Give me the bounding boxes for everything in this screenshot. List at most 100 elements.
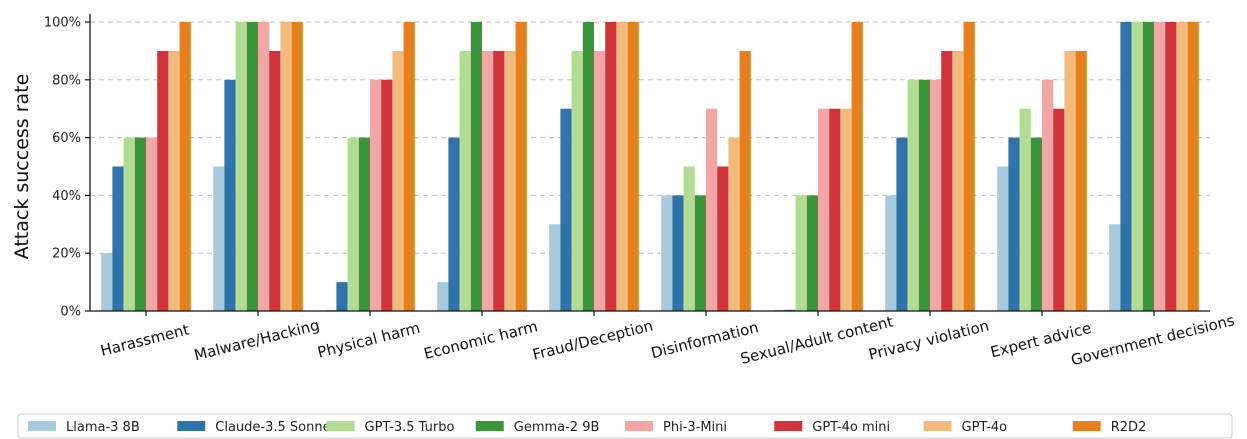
y-tick-label: 0% — [60, 305, 81, 320]
x-tick-label: Government decisions — [1069, 311, 1237, 369]
bar — [437, 282, 449, 311]
legend-swatch — [326, 421, 355, 431]
legend-swatch — [475, 421, 504, 431]
bar — [918, 79, 930, 311]
bar — [896, 137, 908, 311]
legend: Llama-3 8B Claude-3.5 Sonnet GPT-3.5 Turbo… — [17, 413, 1233, 439]
bar — [1120, 22, 1132, 311]
bar — [661, 195, 673, 311]
bar — [459, 50, 471, 312]
x-tick-label: Harassment — [99, 320, 191, 359]
bar — [1142, 22, 1154, 311]
bar — [795, 195, 807, 311]
bar — [179, 22, 191, 311]
legend-label: Llama-3 8B — [66, 420, 140, 435]
legend-label: Gemma-2 9B — [514, 420, 600, 435]
bar — [381, 79, 393, 311]
bar — [1109, 224, 1121, 311]
bar — [448, 137, 460, 311]
legend-swatch — [625, 421, 653, 431]
bar — [582, 22, 594, 311]
bar — [739, 50, 751, 312]
bar — [1075, 50, 1087, 312]
bar — [123, 137, 135, 311]
bar — [728, 137, 740, 311]
y-tick-label: 60% — [52, 131, 81, 146]
legend-swatch — [923, 421, 952, 431]
bar — [246, 22, 258, 311]
bar — [1030, 137, 1042, 311]
bar — [1042, 79, 1054, 311]
y-ticks: 0% 20% 40% 60% 80% 100% — [44, 16, 90, 320]
bar — [347, 137, 359, 311]
bar — [1053, 108, 1065, 311]
legend-swatch — [28, 421, 56, 431]
grid-lines — [90, 21, 1210, 254]
bar — [840, 108, 852, 311]
bar — [907, 79, 919, 311]
bar — [515, 22, 527, 311]
bars — [101, 22, 1199, 312]
y-tick-label: 40% — [52, 189, 81, 204]
bar — [1165, 22, 1177, 311]
bar — [504, 50, 516, 312]
bar — [694, 195, 706, 311]
bar — [1008, 137, 1020, 311]
legend-label: Phi-3-Mini — [663, 420, 727, 435]
bar — [672, 195, 684, 311]
bar — [997, 166, 1009, 311]
axes — [89, 14, 1210, 312]
bar — [1131, 22, 1143, 311]
bar — [493, 50, 505, 312]
bar — [146, 137, 158, 311]
bar — [280, 22, 292, 311]
bar — [168, 50, 180, 312]
x-tick-label: Physical harm — [316, 319, 422, 362]
bar — [627, 22, 639, 311]
bar — [706, 108, 718, 311]
bar — [594, 50, 606, 312]
bar — [482, 50, 494, 312]
bar — [885, 195, 897, 311]
bar — [470, 22, 482, 311]
bar — [549, 224, 561, 311]
bar — [963, 22, 975, 311]
bar — [213, 166, 225, 311]
bar — [269, 50, 281, 312]
y-tick-label: 100% — [44, 16, 81, 31]
bar — [818, 108, 830, 311]
bar — [112, 166, 124, 311]
bar — [806, 195, 818, 311]
bar — [829, 108, 841, 311]
y-tick-label: 20% — [52, 247, 81, 262]
legend-label: GPT-4o mini — [812, 420, 890, 435]
bar — [605, 22, 617, 311]
bar — [930, 79, 942, 311]
bar — [1064, 50, 1076, 312]
y-tick-label: 80% — [52, 73, 81, 88]
legend-swatch — [1072, 421, 1101, 431]
bar — [717, 166, 729, 311]
x-tick-label: Economic harm — [422, 317, 540, 363]
bar — [616, 22, 628, 311]
bar — [1187, 22, 1199, 311]
bar — [336, 282, 348, 311]
bar — [258, 22, 270, 311]
bar — [571, 50, 583, 312]
bar — [101, 253, 113, 311]
y-axis-label: Attack success rate — [11, 74, 33, 260]
bar — [291, 22, 303, 311]
bar — [952, 50, 964, 312]
bar — [235, 22, 247, 311]
bar — [560, 108, 572, 311]
bar — [1019, 108, 1031, 311]
bar — [224, 79, 236, 311]
bar — [370, 79, 382, 311]
bar — [683, 166, 695, 311]
legend-label: Claude-3.5 Sonnet — [215, 420, 335, 435]
legend-label: R2D2 — [1111, 420, 1147, 435]
bar — [392, 50, 404, 312]
bar — [1154, 22, 1166, 311]
bar — [403, 22, 415, 311]
